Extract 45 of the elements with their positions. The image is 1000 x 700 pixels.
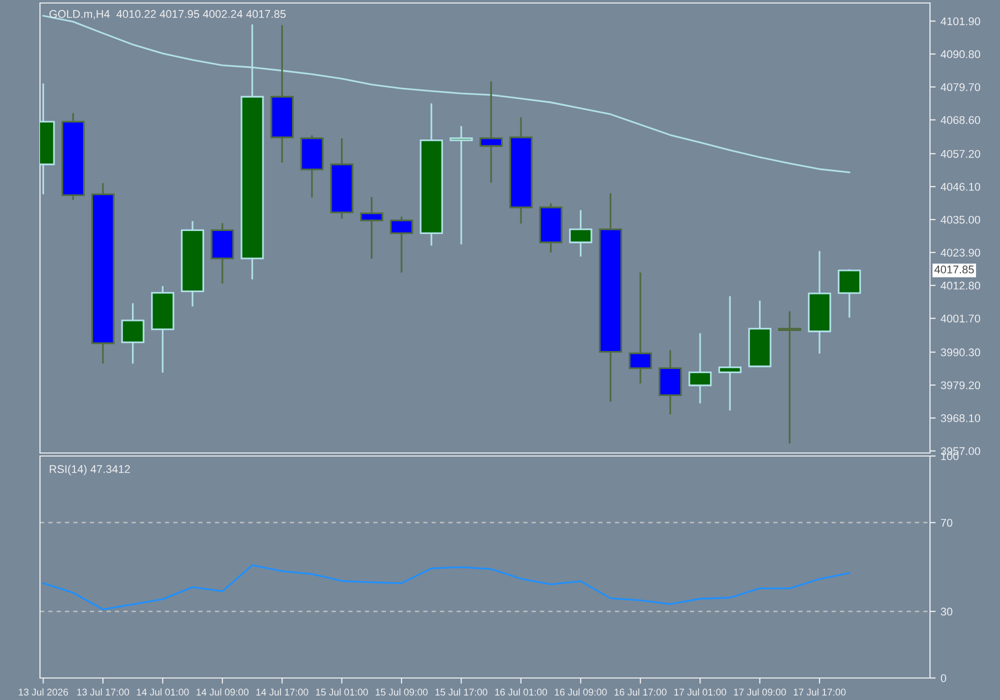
candlestick — [628, 272, 652, 384]
candlestick — [569, 210, 592, 257]
y-tick-label: 4035.00 — [940, 216, 980, 224]
candlestick — [718, 296, 742, 411]
line-series — [42, 564, 850, 610]
candlestick — [121, 303, 144, 364]
y-tick-label: 3968.10 — [940, 414, 980, 422]
x-tick-label: 13 Jul 17:00 — [77, 688, 130, 696]
y-tick-label: 4046.10 — [940, 182, 980, 191]
candlestick — [778, 311, 802, 444]
y-tick-label: 3990.30 — [940, 348, 980, 356]
x-tick-label: 17 Jul 09:00 — [734, 688, 786, 696]
y-tick-label: 4057.20 — [940, 150, 980, 158]
text: GOLD.m,H4 4010.22 4017.95 4002.24 4017.85 — [49, 10, 286, 20]
x-tick-label: 16 Jul 17:00 — [614, 688, 666, 696]
x-tick-label: 16 Jul 01:00 — [495, 688, 548, 696]
x-tick-label: 17 Jul 01:00 — [674, 688, 726, 696]
y-tick-label: 4023.90 — [940, 248, 980, 257]
x-tick-label: 15 Jul 17:00 — [435, 688, 488, 696]
candlestick — [360, 197, 384, 259]
y-tick-label: 4012.80 — [940, 282, 980, 290]
y-tick-label: 4079.70 — [940, 83, 980, 92]
x-tick-label: 15 Jul 09:00 — [376, 688, 428, 696]
y-tick-label: 3979.20 — [940, 381, 980, 390]
text: RSI(14) 47.3412 — [50, 464, 130, 476]
x-tick-label: 16 Jul 09:00 — [554, 688, 607, 696]
y-tick-label: 30 — [940, 608, 952, 616]
y-tick-label: 70 — [940, 518, 952, 527]
y-tick-label: 4101.90 — [940, 17, 980, 26]
candlestick — [688, 333, 712, 404]
x-tick-label: 13 Jul 2026 — [18, 688, 68, 696]
x-tick-label: 15 Jul 01:00 — [316, 688, 368, 696]
x-tick-label: 14 Jul 17:00 — [256, 688, 308, 696]
candlestick — [838, 269, 861, 318]
x-tick-label: 14 Jul 09:00 — [196, 688, 248, 696]
x-tick-label: 14 Jul 01:00 — [136, 688, 189, 696]
y-tick-label: 4090.80 — [940, 50, 980, 58]
candlestick — [390, 216, 414, 273]
candlestick — [450, 126, 473, 244]
y-tick-label: 4001.70 — [940, 314, 980, 322]
x-tick-label: 17 Jul 17:00 — [794, 688, 846, 696]
text: 4017.85 — [934, 266, 974, 274]
y-tick-label: 0 — [940, 674, 946, 682]
y-tick-label: 4068.60 — [940, 116, 980, 124]
candlestick — [480, 81, 503, 183]
